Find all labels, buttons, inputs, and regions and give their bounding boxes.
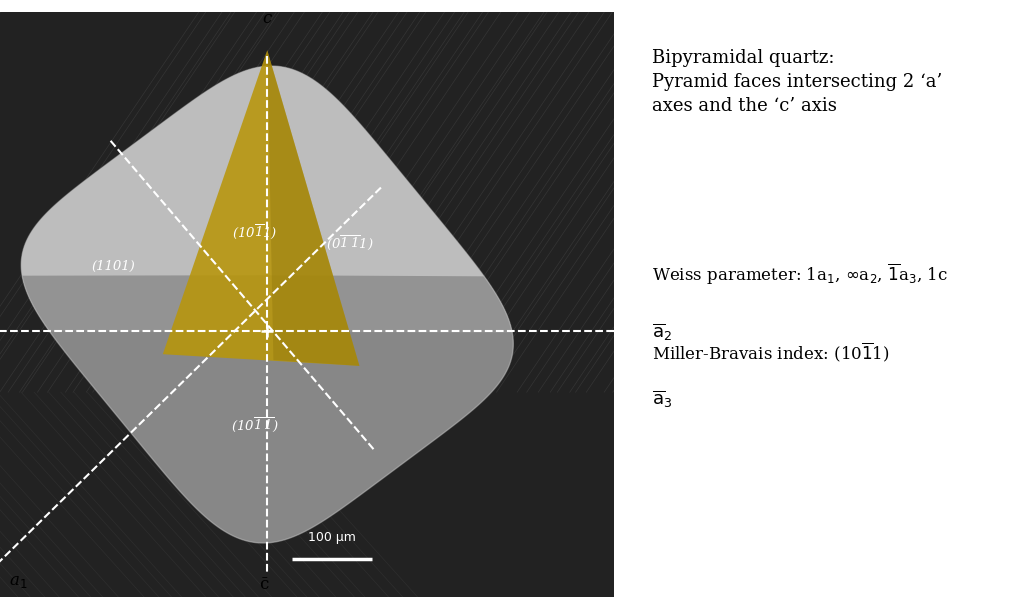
Text: (0$\mathregular{\overline{1}\,\overline{1}}$1): (0$\mathregular{\overline{1}\,\overline{… bbox=[327, 234, 374, 252]
Text: (10$\mathregular{\overline{1}}$1): (10$\mathregular{\overline{1}}$1) bbox=[232, 222, 278, 241]
Text: (1101): (1101) bbox=[92, 260, 135, 273]
Text: $\overline{\rm a}_2$: $\overline{\rm a}_2$ bbox=[652, 321, 672, 343]
Polygon shape bbox=[22, 66, 513, 543]
Text: $\mathregular{\bar{c}}$: $\mathregular{\bar{c}}$ bbox=[259, 577, 269, 594]
Text: c: c bbox=[262, 10, 272, 27]
Text: Weiss parameter: 1a$_1$, $\infty$a$_2$, $\overline{1}$a$_3$, 1c: Weiss parameter: 1a$_1$, $\infty$a$_2$, … bbox=[652, 262, 947, 287]
Polygon shape bbox=[23, 275, 513, 543]
Text: a$_1$: a$_1$ bbox=[9, 574, 28, 591]
Polygon shape bbox=[22, 66, 512, 334]
Text: Miller-Bravais index: (10$\overline{1}$1): Miller-Bravais index: (10$\overline{1}$1… bbox=[652, 341, 890, 364]
Text: Bipyramidal quartz:
Pyramid faces intersecting 2 ‘a’
axes and the ‘c’ axis: Bipyramidal quartz: Pyramid faces inters… bbox=[652, 49, 942, 115]
Text: 100 μm: 100 μm bbox=[308, 531, 355, 544]
Text: (10$\mathregular{\overline{1}\,\overline{1}}$): (10$\mathregular{\overline{1}\,\overline… bbox=[231, 415, 279, 434]
Text: $\overline{\rm a}_3$: $\overline{\rm a}_3$ bbox=[652, 388, 672, 410]
Polygon shape bbox=[163, 50, 359, 366]
Polygon shape bbox=[267, 50, 359, 366]
